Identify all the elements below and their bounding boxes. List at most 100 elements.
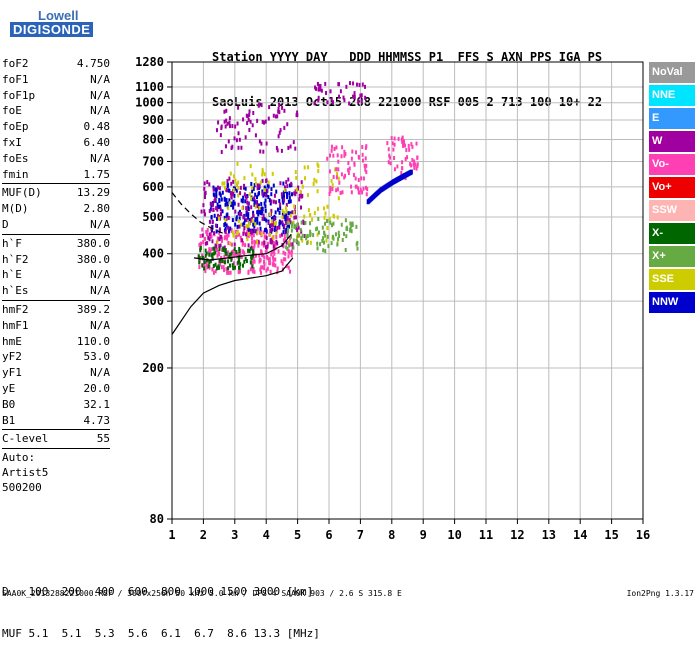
- echo-point: [314, 85, 317, 90]
- echo-point: [237, 145, 240, 150]
- echo-point: [260, 211, 263, 216]
- echo-point: [218, 231, 221, 236]
- echo-point: [309, 221, 312, 226]
- echo-point: [355, 184, 358, 189]
- echo-point: [261, 241, 264, 246]
- echo-point: [244, 256, 247, 261]
- echo-point: [219, 204, 222, 209]
- echo-point: [358, 82, 361, 87]
- echo-point: [210, 234, 213, 239]
- echo-point: [290, 224, 293, 229]
- echo-point: [278, 210, 281, 215]
- echo-point: [285, 240, 288, 245]
- echo-point: [217, 249, 220, 254]
- echo-point: [208, 252, 211, 257]
- echo-point: [205, 230, 208, 235]
- echo-point: [257, 212, 260, 217]
- param-value: 380.0: [76, 252, 110, 266]
- echo-point: [400, 171, 403, 176]
- echo-point: [269, 201, 272, 206]
- echo-point: [326, 226, 329, 231]
- echo-point: [254, 219, 257, 224]
- echo-point: [229, 263, 232, 268]
- echo-point: [269, 212, 272, 217]
- echo-point: [212, 187, 215, 192]
- echo-point: [259, 226, 262, 231]
- echo-point: [285, 205, 288, 210]
- echo-point: [227, 259, 230, 264]
- echo-point: [232, 205, 235, 210]
- echo-point: [219, 207, 222, 212]
- echo-point: [305, 236, 308, 241]
- echo-point: [250, 181, 253, 186]
- echo-point: [283, 188, 286, 193]
- echo-point: [243, 192, 246, 197]
- echo-point: [232, 187, 235, 192]
- echo-point: [352, 173, 355, 178]
- echo-point: [224, 251, 227, 256]
- echo-point: [239, 185, 242, 190]
- echo-point: [218, 199, 221, 204]
- echo-point: [332, 175, 335, 180]
- echo-point: [328, 191, 331, 196]
- echo-point: [249, 119, 252, 124]
- echo-point: [263, 120, 266, 125]
- echo-point: [294, 170, 297, 175]
- echo-point: [230, 181, 233, 186]
- echo-point: [251, 269, 254, 274]
- echo-point: [400, 137, 403, 142]
- echo-point: [249, 230, 252, 235]
- echo-point: [234, 229, 237, 234]
- echo-point: [286, 184, 289, 189]
- echo-point: [216, 253, 219, 258]
- echo-point: [215, 206, 218, 211]
- echo-point: [243, 225, 246, 230]
- echo-point: [267, 116, 270, 121]
- echo-point: [256, 227, 259, 232]
- param-value: 55: [96, 432, 110, 446]
- echo-point: [388, 153, 391, 158]
- echo-point: [364, 95, 367, 100]
- echo-point: [283, 223, 286, 228]
- echo-point: [322, 236, 325, 241]
- y-tick-label: 80: [150, 512, 164, 526]
- echo-point: [289, 242, 292, 247]
- echo-point: [326, 204, 329, 209]
- echo-point: [283, 108, 286, 113]
- echo-point: [285, 213, 288, 218]
- echo-point: [258, 205, 261, 210]
- echo-point: [253, 243, 256, 248]
- echo-point: [247, 248, 250, 253]
- echo-point: [317, 95, 320, 100]
- echo-point: [216, 213, 219, 218]
- echo-point: [269, 232, 272, 237]
- param-name: h`E: [2, 268, 22, 282]
- param-row: hmE 110.0: [2, 334, 110, 350]
- echo-point: [260, 265, 263, 270]
- param-value: N/A: [90, 284, 110, 298]
- divider: [2, 299, 110, 301]
- param-value: N/A: [90, 318, 110, 332]
- echo-point: [256, 216, 259, 221]
- echo-point: [350, 156, 353, 161]
- echo-point: [241, 238, 244, 243]
- echo-point: [235, 188, 238, 193]
- echo-point: [281, 261, 284, 266]
- echo-point: [215, 128, 218, 133]
- echo-point: [328, 169, 331, 174]
- echo-point: [249, 246, 252, 251]
- legend-item: W: [649, 131, 695, 152]
- echo-point: [245, 218, 248, 223]
- param-value: 6.40: [83, 135, 111, 149]
- echo-point: [243, 183, 246, 188]
- echo-point: [263, 241, 266, 246]
- echo-point: [401, 160, 404, 165]
- echo-point: [265, 141, 268, 146]
- echo-point: [301, 238, 304, 243]
- echo-point: [200, 241, 203, 246]
- echo-point: [277, 134, 280, 139]
- echo-point: [286, 215, 289, 220]
- echo-point: [353, 162, 356, 167]
- echo-point: [221, 247, 224, 252]
- echo-point: [332, 221, 335, 226]
